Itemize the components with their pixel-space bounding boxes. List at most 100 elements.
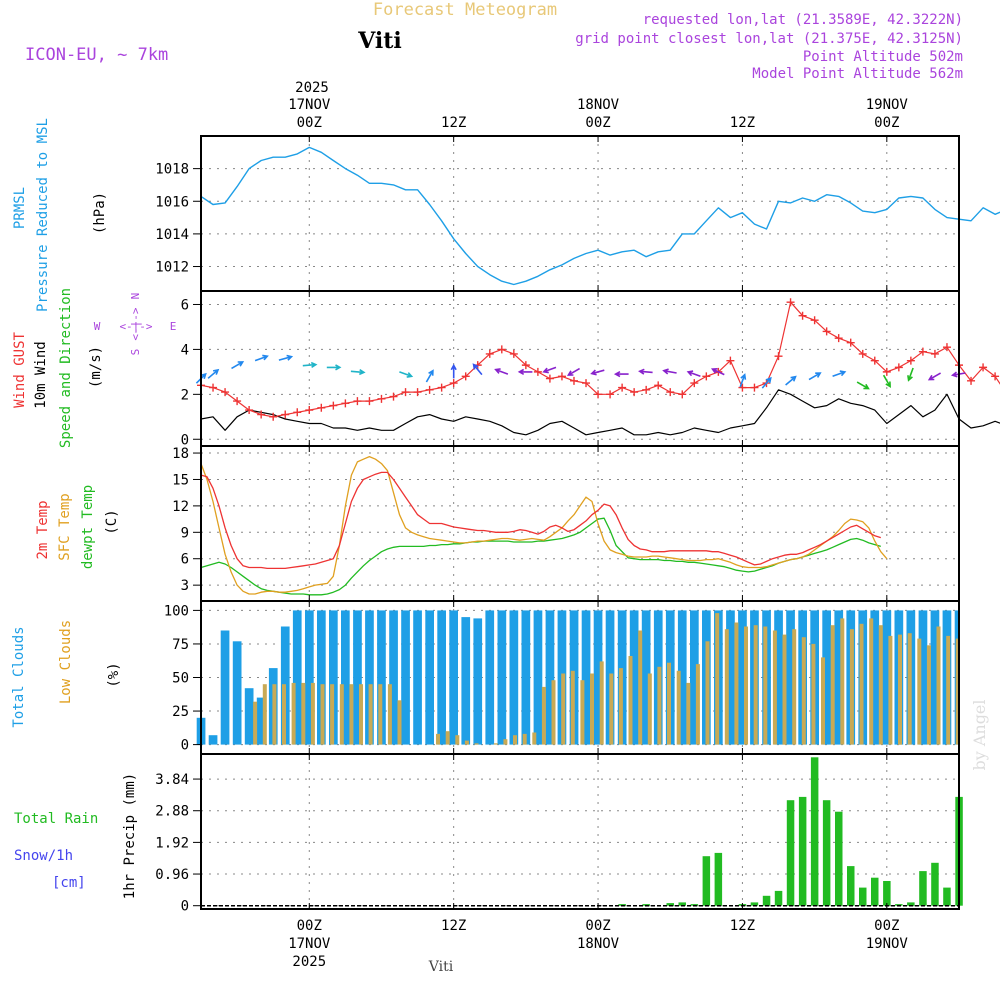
compass-arrows: <-|-> xyxy=(129,307,142,340)
bottom-time-label: 00Z xyxy=(585,918,610,934)
bottom-day-label: 19NOV xyxy=(866,936,909,952)
compass-rose: N S <-|-> W <-|-> E xyxy=(94,293,177,356)
snow-label: Snow/1h xyxy=(14,848,73,864)
gust-marker xyxy=(822,327,831,336)
wind-direction-arrow xyxy=(882,374,891,388)
low-clouds-bar xyxy=(272,684,277,745)
bottom-time-label: 00Z xyxy=(874,918,899,934)
low-clouds-bar xyxy=(541,686,546,745)
y-tick-label: 1016 xyxy=(155,194,189,210)
y-tick-label: 18 xyxy=(172,446,189,462)
low-clouds-bar xyxy=(830,625,835,745)
gust-marker xyxy=(594,390,603,399)
dewpt-label: dewpt Temp xyxy=(80,485,96,569)
gust-marker xyxy=(257,410,266,419)
total-clouds-bar xyxy=(774,610,783,745)
gust-marker xyxy=(846,338,855,347)
wind-direction-arrow xyxy=(832,370,847,378)
low-clouds-bar xyxy=(869,618,874,745)
compass-e: E xyxy=(170,320,177,333)
bottom-time-label: 12Z xyxy=(730,918,755,934)
rain-bar xyxy=(931,862,939,906)
low-clouds-bar xyxy=(618,668,623,745)
rain-bar xyxy=(871,877,879,906)
gust-marker xyxy=(942,343,951,352)
low-clouds-bar xyxy=(878,625,883,745)
low-clouds-bar xyxy=(734,622,739,745)
low-clouds-bar xyxy=(936,626,941,745)
rain-bar xyxy=(847,866,855,906)
low-clouds-bar xyxy=(724,629,729,745)
gust-marker xyxy=(606,390,615,399)
pressure-line xyxy=(200,146,1000,286)
gust-marker xyxy=(666,388,675,397)
wind-direction-arrow xyxy=(710,368,725,376)
low-clouds-bar xyxy=(330,684,335,745)
compass-arrows-h: <-|-> xyxy=(119,320,152,333)
gust-marker xyxy=(317,403,326,412)
y-tick-label: 4 xyxy=(181,342,189,358)
top-time-label: 12Z xyxy=(441,115,466,131)
wind-direction-arrow xyxy=(566,367,581,376)
y-tick-label: 15 xyxy=(172,472,189,488)
low-clouds-bar xyxy=(859,623,864,745)
low-clouds-bar xyxy=(676,670,681,745)
gust-marker xyxy=(834,334,843,343)
low-clouds-bar xyxy=(647,673,652,745)
y-tick-label: 1014 xyxy=(155,227,189,243)
compass-s: S xyxy=(129,349,142,356)
panel-frame xyxy=(200,753,960,910)
low-clouds-bar xyxy=(811,643,816,745)
low-clouds-bar xyxy=(387,684,392,745)
rain-bar xyxy=(798,796,807,906)
low-clouds-bar xyxy=(291,682,296,745)
low-clouds-bar xyxy=(849,629,854,745)
gust-marker xyxy=(750,383,759,392)
low-clouds-bar xyxy=(840,618,845,745)
gust-marker xyxy=(569,376,578,385)
low-clouds-bar xyxy=(445,731,450,745)
rain-bar xyxy=(714,852,723,906)
total-clouds-bar xyxy=(545,610,555,745)
low-clouds-bar xyxy=(493,743,498,745)
gust-marker xyxy=(521,361,530,370)
wind-direction-arrow xyxy=(907,367,914,382)
rain-bar xyxy=(835,811,843,906)
gust-label: Wind GUST xyxy=(12,332,28,408)
total-clouds-bar xyxy=(822,610,831,745)
panel-frame xyxy=(200,290,960,447)
gust-marker xyxy=(401,388,410,397)
wind-direction-arrow xyxy=(254,354,269,362)
low-clouds-bar xyxy=(898,634,902,745)
bottom-day-label: 18NOV xyxy=(577,936,620,952)
sfc-temp-line xyxy=(200,455,888,595)
low-clouds-bar xyxy=(397,700,402,745)
y-tick-label: 12 xyxy=(172,499,189,515)
gust-marker xyxy=(906,356,915,365)
low-clouds-bar xyxy=(513,735,517,745)
gust-marker xyxy=(545,374,554,383)
y-tick-label: 0 xyxy=(181,899,189,915)
low-clouds-bar xyxy=(772,630,777,745)
low-clouds-bar xyxy=(782,634,787,745)
y-tick-label: 2.88 xyxy=(155,804,189,820)
sfc-temp-label: SFC Temp xyxy=(57,493,73,560)
y-tick-label: 100 xyxy=(164,603,189,619)
top-time-label: 12Z xyxy=(730,115,755,131)
y-tick-label: 75 xyxy=(172,637,189,653)
data-layer xyxy=(195,146,1000,907)
total-clouds-bar xyxy=(677,610,687,745)
low-clouds-bar xyxy=(917,638,922,745)
total-clouds-bar xyxy=(521,610,531,745)
gust-marker xyxy=(341,399,350,408)
gust-marker xyxy=(979,363,988,372)
y-tick-label: 6 xyxy=(181,552,189,568)
total-clouds-bar xyxy=(365,610,374,745)
total-clouds-bar xyxy=(834,610,844,745)
wind-direction-arrow xyxy=(399,371,414,378)
gust-marker xyxy=(533,367,542,376)
gust-marker xyxy=(557,372,566,381)
total-clouds-bar xyxy=(329,610,338,745)
total-clouds-bar xyxy=(437,610,446,745)
grid-point-coords: grid point closest lon,lat (21.375E, 42.… xyxy=(575,31,963,47)
